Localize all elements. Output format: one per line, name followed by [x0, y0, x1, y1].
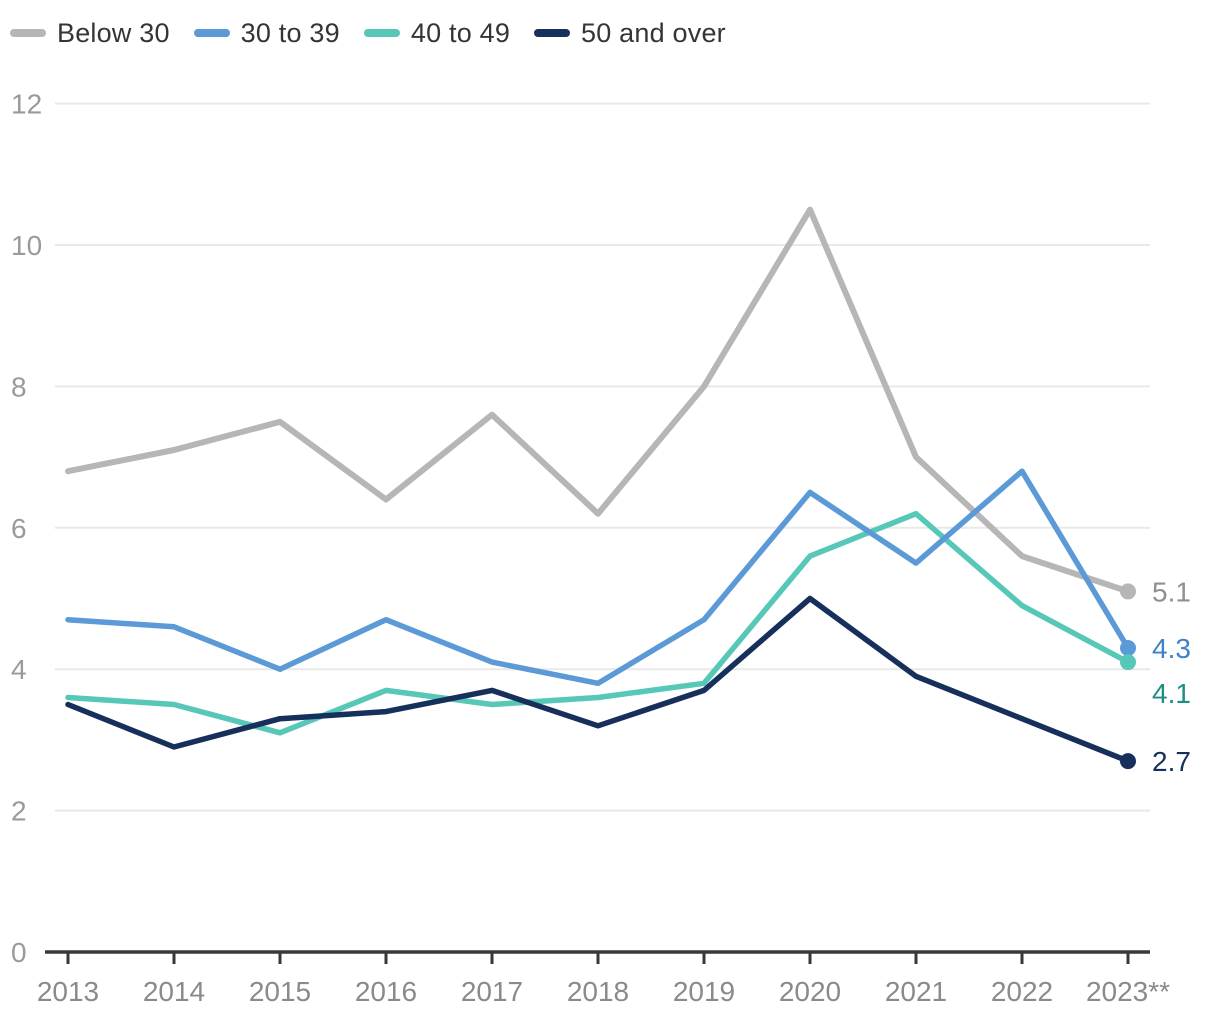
legend: Below 30 30 to 39 40 to 49 50 and over	[10, 18, 726, 48]
series-line-30-to-39	[65, 468, 1131, 687]
series-end-label-40-to-49: 4.1	[1152, 678, 1191, 709]
legend-label-50-and-over: 50 and over	[581, 18, 726, 48]
series-line-50-and-over	[65, 595, 1131, 764]
x-tick-label-2022: 2022	[991, 976, 1053, 1007]
legend-item-below-30: Below 30	[10, 18, 170, 48]
legend-swatch-50-and-over	[534, 29, 571, 37]
x-tick-label-2023: 2023**	[1086, 976, 1170, 1007]
y-tick-label-0: 0	[11, 937, 27, 968]
x-tick-label-2016: 2016	[355, 976, 417, 1007]
legend-label-below-30: Below 30	[57, 18, 170, 48]
y-tick-label-6: 6	[11, 513, 27, 544]
y-tick-label-8: 8	[11, 371, 27, 402]
y-tick-label-10: 10	[11, 230, 42, 261]
y-tick-label-12: 12	[11, 89, 42, 120]
series-end-dot-below-30	[1120, 583, 1136, 600]
series-end-dot-30-to-39	[1120, 639, 1136, 656]
series-end-dot-50-and-over	[1120, 753, 1136, 770]
series-line-40-to-49	[65, 510, 1131, 736]
legend-item-40-to-49: 40 to 49	[363, 18, 511, 48]
series-end-dot-40-to-49	[1120, 654, 1136, 671]
series-end-label-below-30: 5.1	[1152, 576, 1191, 607]
x-tick-label-2018: 2018	[567, 976, 629, 1007]
series-line-below-30	[65, 206, 1131, 595]
legend-swatch-40-to-49	[363, 29, 400, 37]
series-end-label-30-to-39: 4.3	[1152, 633, 1191, 664]
x-tick-label-2020: 2020	[779, 976, 841, 1007]
x-tick-label-2015: 2015	[249, 976, 311, 1007]
legend-swatch-30-to-39	[193, 29, 230, 37]
series-end-label-50-and-over: 2.7	[1152, 746, 1191, 777]
y-tick-label-2: 2	[11, 796, 27, 827]
legend-item-50-and-over: 50 and over	[534, 18, 726, 48]
legend-swatch-below-30	[10, 29, 46, 37]
y-tick-label-4: 4	[11, 654, 27, 685]
x-tick-label-2017: 2017	[461, 976, 523, 1007]
x-tick-label-2021: 2021	[885, 976, 947, 1007]
x-tick-label-2019: 2019	[673, 976, 735, 1007]
legend-item-30-to-39: 30 to 39	[193, 18, 340, 48]
legend-label-30-to-39: 30 to 39	[240, 18, 340, 48]
legend-label-40-to-49: 40 to 49	[410, 18, 511, 48]
x-tick-label-2014: 2014	[143, 976, 205, 1007]
x-tick-label-2013: 2013	[37, 976, 99, 1007]
